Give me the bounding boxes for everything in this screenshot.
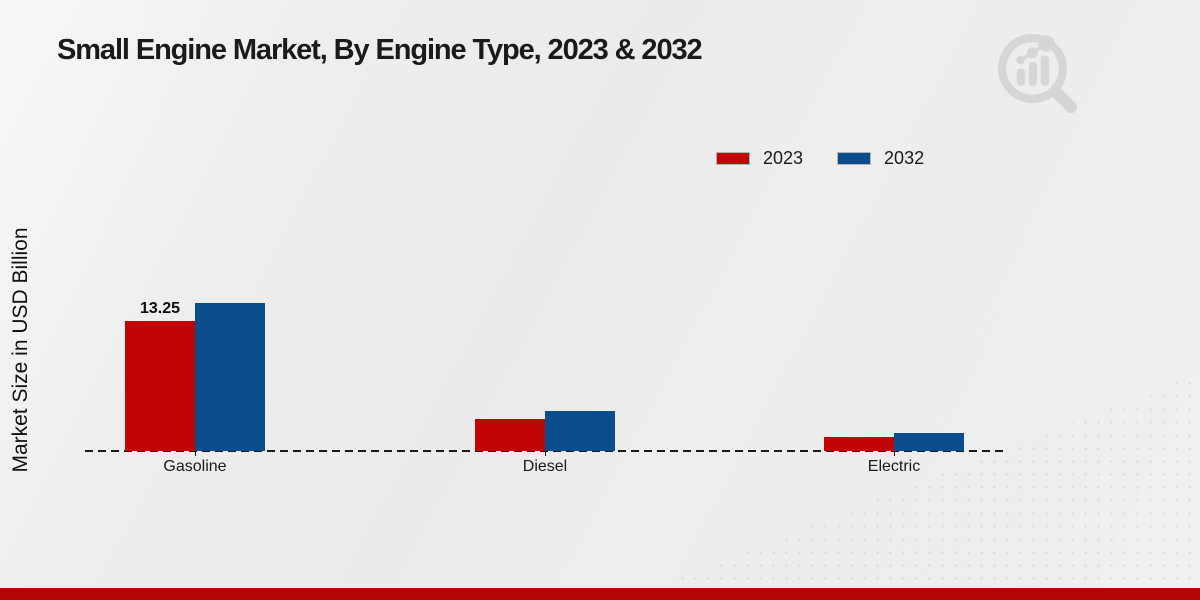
legend-label-2032: 2032 <box>884 148 925 168</box>
footer-accent-bar <box>0 588 1200 600</box>
x-axis-tick <box>195 451 196 456</box>
bar-diesel-2023 <box>475 419 545 451</box>
legend-label-2023: 2023 <box>763 148 804 168</box>
bar-electric-2032 <box>894 433 964 451</box>
x-axis-dashed-line <box>85 450 1007 452</box>
legend: 2023 2032 <box>716 148 924 169</box>
legend-swatch-2023 <box>716 152 750 165</box>
page-title: Small Engine Market, By Engine Type, 202… <box>57 34 703 66</box>
bar-electric-2023 <box>824 437 894 451</box>
bar-value-label: 13.25 <box>139 300 181 318</box>
magnifier-chart-logo-icon <box>997 33 1078 114</box>
category-label-diesel: Diesel <box>522 458 568 475</box>
legend-item-2023: 2023 <box>716 148 803 169</box>
category-label-electric: Electric <box>867 458 921 475</box>
bar-gasoline-2023 <box>125 321 195 451</box>
legend-swatch-2032 <box>837 152 872 165</box>
x-axis-tick <box>545 451 546 456</box>
bar-gasoline-2032 <box>195 302 265 451</box>
bar-diesel-2032 <box>545 410 615 451</box>
legend-item-2032: 2032 <box>837 148 924 169</box>
category-label-gasoline: Gasoline <box>163 458 227 475</box>
x-axis-tick <box>894 451 895 456</box>
